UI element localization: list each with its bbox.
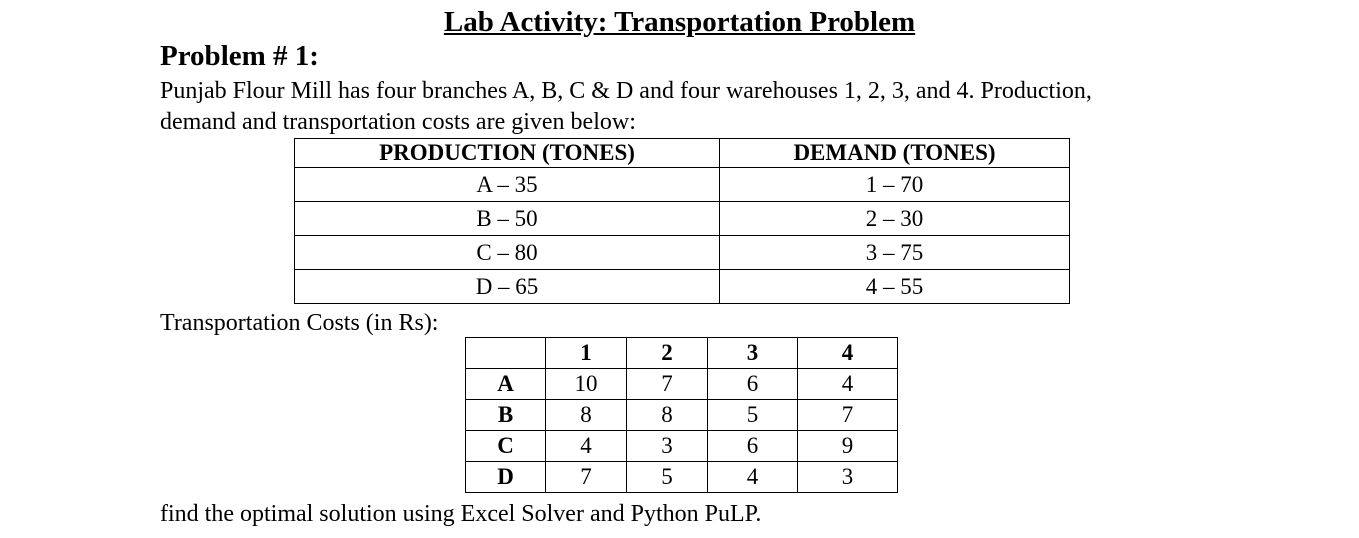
table-row: C 4 3 6 9 [465, 430, 898, 462]
instruction-text: find the optimal solution using Excel So… [160, 501, 762, 527]
cost-cell: 10 [545, 368, 627, 400]
demand-cell: 1 – 70 [719, 167, 1070, 202]
cost-cell: 7 [545, 461, 627, 493]
cost-cell: 4 [707, 461, 798, 493]
branch-label: B [465, 399, 546, 431]
description-line-1: Punjab Flour Mill has four branches A, B… [160, 78, 1092, 104]
table-row: B – 50 2 – 30 [294, 201, 1070, 236]
cost-cell: 5 [626, 461, 708, 493]
costs-label: Transportation Costs (in Rs): [160, 310, 439, 336]
table-row: B 8 8 5 7 [465, 399, 898, 431]
cost-cell: 5 [707, 399, 798, 431]
production-cell: A – 35 [294, 167, 720, 202]
branch-label: D [465, 461, 546, 493]
cost-cell: 6 [707, 368, 798, 400]
cost-table: 1 2 3 4 A 10 7 6 4 B 8 8 5 7 C 4 3 6 9 D [465, 337, 898, 493]
table-header-row: PRODUCTION (TONES) DEMAND (TONES) [294, 138, 1070, 168]
demand-cell: 2 – 30 [719, 201, 1070, 236]
table-row: C – 80 3 – 75 [294, 235, 1070, 270]
cost-cell: 3 [797, 461, 898, 493]
warehouse-header: 2 [626, 337, 708, 369]
cost-cell: 7 [797, 399, 898, 431]
problem-heading: Problem # 1: [160, 40, 319, 72]
production-header: PRODUCTION (TONES) [294, 138, 720, 168]
cost-cell: 7 [626, 368, 708, 400]
warehouse-header: 3 [707, 337, 798, 369]
demand-cell: 4 – 55 [719, 269, 1070, 304]
table-row: D 7 5 4 3 [465, 461, 898, 493]
warehouse-header: 4 [797, 337, 898, 369]
demand-header: DEMAND (TONES) [719, 138, 1070, 168]
warehouse-header: 1 [545, 337, 627, 369]
table-row: A 10 7 6 4 [465, 368, 898, 400]
corner-header [465, 337, 546, 369]
table-row: A – 35 1 – 70 [294, 167, 1070, 202]
demand-cell: 3 – 75 [719, 235, 1070, 270]
production-cell: B – 50 [294, 201, 720, 236]
cost-cell: 8 [626, 399, 708, 431]
cost-cell: 9 [797, 430, 898, 462]
cost-cell: 4 [797, 368, 898, 400]
production-cell: D – 65 [294, 269, 720, 304]
branch-label: A [465, 368, 546, 400]
production-demand-table: PRODUCTION (TONES) DEMAND (TONES) A – 35… [294, 138, 1070, 304]
page-title: Lab Activity: Transportation Problem [443, 6, 916, 38]
cost-cell: 4 [545, 430, 627, 462]
problem-description: Punjab Flour Mill has four branches A, B… [160, 76, 1260, 138]
cost-cell: 8 [545, 399, 627, 431]
cost-cell: 3 [626, 430, 708, 462]
description-line-2: demand and transportation costs are give… [160, 109, 636, 135]
production-cell: C – 80 [294, 235, 720, 270]
table-header-row: 1 2 3 4 [465, 337, 898, 369]
table-row: D – 65 4 – 55 [294, 269, 1070, 304]
branch-label: C [465, 430, 546, 462]
cost-cell: 6 [707, 430, 798, 462]
